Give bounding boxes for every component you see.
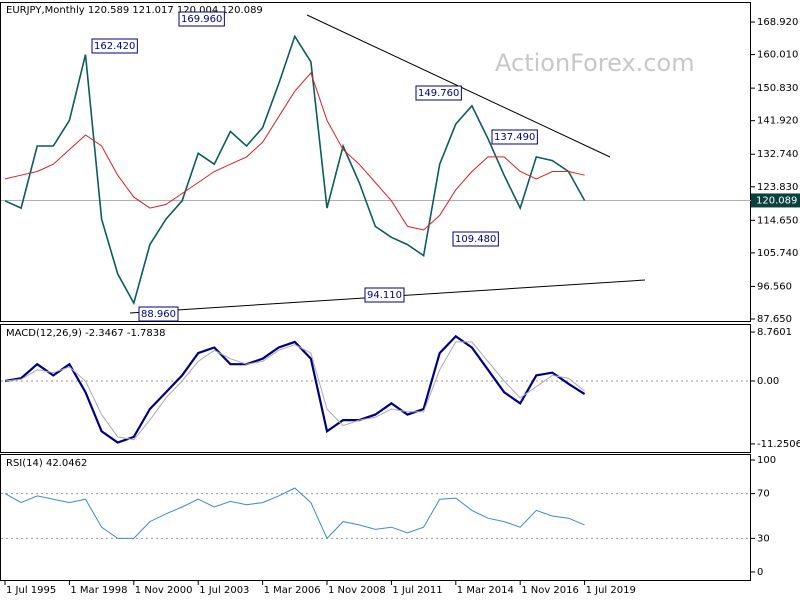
y-tick-label: 8.7601 — [757, 327, 792, 338]
annotation-label: 149.760 — [418, 88, 459, 99]
y-tick-label: 87.650 — [757, 314, 792, 325]
y-tick-label: 160.010 — [757, 50, 798, 61]
y-tick-label: -11.2506 — [757, 439, 800, 450]
y-tick-label: 141.920 — [757, 116, 798, 127]
x-tick-label: 1 Mar 2006 — [264, 585, 321, 596]
y-tick-label: 168.920 — [757, 17, 798, 28]
x-tick-label: 1 Jul 1995 — [6, 585, 56, 596]
panel-title: MACD(12,26,9) -2.3467 -1.7838 — [6, 328, 166, 339]
annotation-label: 169.960 — [181, 14, 222, 25]
y-tick-label: 114.650 — [757, 215, 798, 226]
annotation-box — [364, 287, 405, 303]
x-tick-label: 1 Mar 1998 — [70, 585, 127, 596]
annotation-box — [491, 129, 538, 145]
x-tick-label: 1 Jul 2003 — [199, 585, 249, 596]
annotation-box — [452, 231, 499, 247]
y-tick-label: 123.830 — [757, 182, 798, 193]
series-line — [4, 487, 585, 540]
y-tick-label: 70 — [757, 489, 770, 500]
annotation-box — [178, 11, 225, 27]
last-price-label: 120.089 — [756, 195, 797, 206]
y-tick-label: 96.560 — [757, 281, 792, 292]
series-line — [4, 334, 586, 444]
x-tick-label: 1 Nov 2016 — [521, 585, 579, 596]
x-tick-label: 1 Jul 2011 — [392, 585, 442, 596]
y-tick-label: 105.740 — [757, 248, 798, 259]
panel-frame — [0, 324, 751, 453]
annotation-label: 162.420 — [94, 41, 135, 52]
y-tick-label: 30 — [757, 533, 770, 544]
annotation-label: 137.490 — [494, 132, 535, 143]
annotation-label: 109.480 — [455, 234, 496, 245]
annotation-box — [415, 85, 462, 101]
panel-frame — [0, 2, 751, 322]
x-tick-label: 1 Nov 2008 — [328, 585, 386, 596]
panel-title: RSI(14) 42.0462 — [6, 458, 87, 469]
panel-frame — [0, 454, 751, 581]
annotation-box — [138, 306, 179, 322]
annotation-box — [91, 38, 138, 54]
annotation-label: 88.960 — [141, 309, 176, 320]
y-tick-label: 0.00 — [757, 376, 779, 387]
annotation-label: 94.110 — [367, 290, 402, 301]
series-line — [4, 71, 585, 231]
x-tick-label: 1 Jul 2019 — [586, 585, 636, 596]
y-tick-label: 100 — [757, 455, 776, 466]
y-tick-label: 0 — [757, 567, 763, 578]
series-line — [4, 34, 586, 306]
y-tick-label: 132.740 — [757, 149, 798, 160]
x-tick-label: 1 Mar 2014 — [457, 585, 514, 596]
series-line — [4, 341, 585, 441]
last-price-box — [751, 193, 800, 208]
watermark: ActionForex.com — [495, 49, 695, 77]
x-tick-label: 1 Nov 2000 — [135, 585, 193, 596]
y-tick-label: 150.830 — [757, 83, 798, 94]
chart-title: EURJPY,Monthly 120.589 121.017 120.004 1… — [6, 5, 263, 16]
